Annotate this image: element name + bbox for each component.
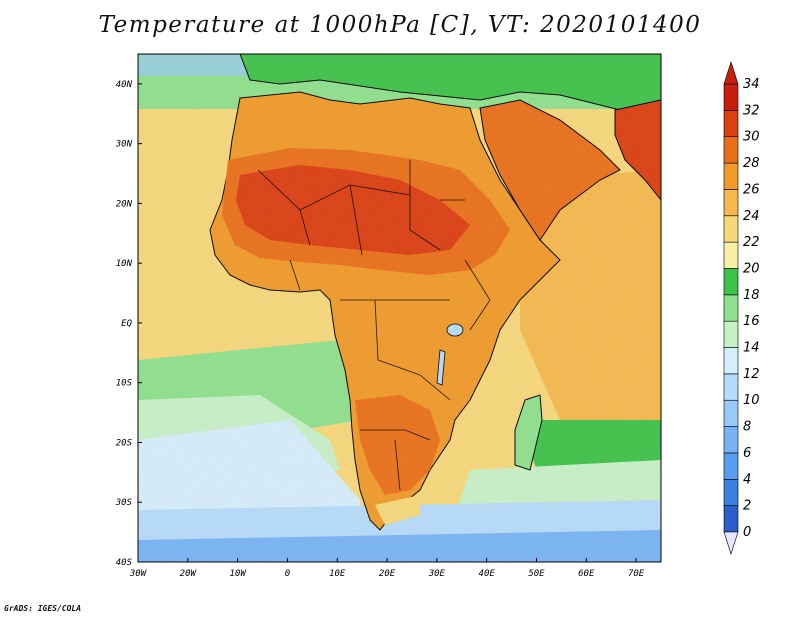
colorbar-swatch bbox=[723, 268, 739, 296]
colorbar-swatch bbox=[723, 320, 739, 348]
lon-tick-label: 0 bbox=[285, 569, 290, 579]
colorbar-swatch bbox=[723, 478, 739, 506]
colorbar-label: 18 bbox=[743, 288, 760, 303]
colorbar-label: 20 bbox=[743, 261, 760, 276]
lon-tick-label: 20E bbox=[379, 569, 396, 579]
lon-tick-label: 30W bbox=[129, 569, 148, 579]
colorbar-label: 10 bbox=[743, 393, 760, 408]
noise-overlay bbox=[138, 54, 661, 562]
colorbar-under-arrow bbox=[723, 531, 739, 555]
lat-tick-label: 10N bbox=[116, 259, 133, 269]
lat-tick-label: 30S bbox=[115, 498, 133, 508]
colorbar-swatch bbox=[723, 189, 739, 217]
colorbar-label: 8 bbox=[743, 420, 751, 435]
colorbar-label: 34 bbox=[743, 77, 760, 92]
colorbar-label: 28 bbox=[743, 156, 760, 171]
lat-tick-label: 10S bbox=[116, 379, 133, 389]
colorbar-swatch bbox=[723, 373, 739, 401]
grads-credit: GrADS: IGES/COLA bbox=[4, 604, 82, 613]
colorbar-label: 6 bbox=[743, 446, 751, 461]
colorbar-label: 32 bbox=[743, 103, 760, 118]
map-plot-area bbox=[138, 54, 661, 562]
colorbar-swatch bbox=[723, 136, 739, 164]
colorbar-label: 22 bbox=[743, 235, 760, 250]
colorbar-label: 0 bbox=[743, 525, 751, 540]
map-title: Temperature at 1000hPa [C], VT: 20201014… bbox=[98, 12, 702, 38]
colorbar-label: 16 bbox=[743, 314, 760, 329]
colorbar-label: 14 bbox=[743, 341, 760, 356]
lat-tick-label: 30N bbox=[115, 140, 133, 150]
colorbar-label: 12 bbox=[743, 367, 760, 382]
colorbar-swatch bbox=[723, 505, 739, 533]
lon-tick-label: 30E bbox=[428, 569, 446, 579]
lat-tick-label: 20N bbox=[116, 199, 133, 209]
colorbar-swatch bbox=[723, 347, 739, 375]
colorbar-label: 24 bbox=[743, 209, 760, 224]
lon-tick-label: 10W bbox=[229, 569, 247, 579]
colorbar-label: 4 bbox=[743, 472, 751, 487]
colorbar-label: 26 bbox=[743, 182, 760, 197]
lon-tick-label: 20W bbox=[180, 569, 198, 579]
colorbar-swatch bbox=[723, 399, 739, 427]
colorbar-swatch bbox=[723, 110, 739, 138]
plot-frame bbox=[137, 53, 662, 563]
colorbar-swatch bbox=[723, 162, 739, 190]
colorbar-swatch bbox=[723, 452, 739, 480]
lon-tick-label: 60E bbox=[578, 569, 595, 579]
lat-tick-label: 40N bbox=[116, 80, 133, 90]
lat-tick-label: 20S bbox=[116, 438, 133, 448]
colorbar-over-arrow bbox=[723, 61, 739, 85]
colorbar-swatch bbox=[723, 294, 739, 322]
lat-tick-label: 40S bbox=[116, 558, 133, 568]
lon-tick-label: 70E bbox=[628, 569, 645, 579]
colorbar-label: 30 bbox=[743, 130, 760, 145]
lon-tick-label: 10E bbox=[329, 569, 346, 579]
colorbar-swatch bbox=[723, 241, 739, 269]
colorbar-swatch bbox=[723, 83, 739, 111]
axis-ticks: 30W 20W 10W 0 10E 20E 30E 40E 50E 60E 70E 40N 30N 20N… bbox=[115, 80, 645, 579]
colorbar-label: 2 bbox=[743, 499, 751, 514]
colorbar-swatch bbox=[723, 215, 739, 243]
lat-tick-label: EQ bbox=[121, 319, 132, 329]
colorbar-swatch bbox=[723, 426, 739, 454]
lon-tick-label: 50E bbox=[528, 569, 545, 579]
lon-tick-label: 40E bbox=[479, 569, 496, 579]
